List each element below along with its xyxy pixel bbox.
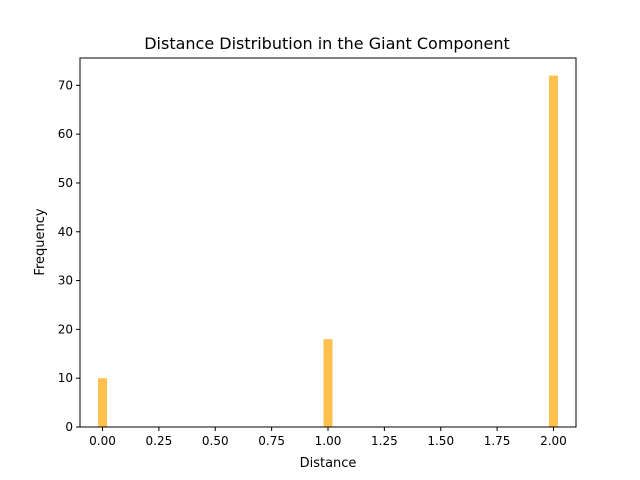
- y-axis-ticks: 0 10 20 30 40 50 60 70: [58, 78, 80, 434]
- y-tick-label: 0: [65, 420, 73, 434]
- bar-1: [323, 339, 333, 427]
- x-tick-label: 1.00: [315, 434, 342, 448]
- y-tick-label: 70: [58, 78, 73, 92]
- y-tick-label: 60: [58, 127, 73, 141]
- y-tick-label: 40: [58, 225, 73, 239]
- bars-group: [98, 75, 558, 428]
- x-tick-label: 0.75: [258, 434, 285, 448]
- y-tick-label: 30: [58, 274, 73, 288]
- x-axis-label: Distance: [300, 456, 357, 471]
- x-tick-label: 0.00: [89, 434, 116, 448]
- bar-0: [98, 378, 108, 427]
- x-tick-label: 1.75: [484, 434, 511, 448]
- y-tick-label: 20: [58, 322, 73, 336]
- y-tick-label: 10: [58, 371, 73, 385]
- y-tick-label: 50: [58, 176, 73, 190]
- bar-2: [548, 75, 558, 428]
- chart-title: Distance Distribution in the Giant Compo…: [144, 34, 510, 53]
- x-tick-label: 2.00: [540, 434, 567, 448]
- y-axis-label: Frequency: [33, 208, 48, 275]
- x-axis-ticks: 0.00 0.25 0.50 0.75 1.00 1.25 1.50 1.75 2.00: [89, 427, 567, 448]
- x-tick-label: 1.50: [427, 434, 454, 448]
- x-tick-label: 0.50: [202, 434, 229, 448]
- x-tick-label: 0.25: [146, 434, 173, 448]
- x-tick-label: 1.25: [371, 434, 398, 448]
